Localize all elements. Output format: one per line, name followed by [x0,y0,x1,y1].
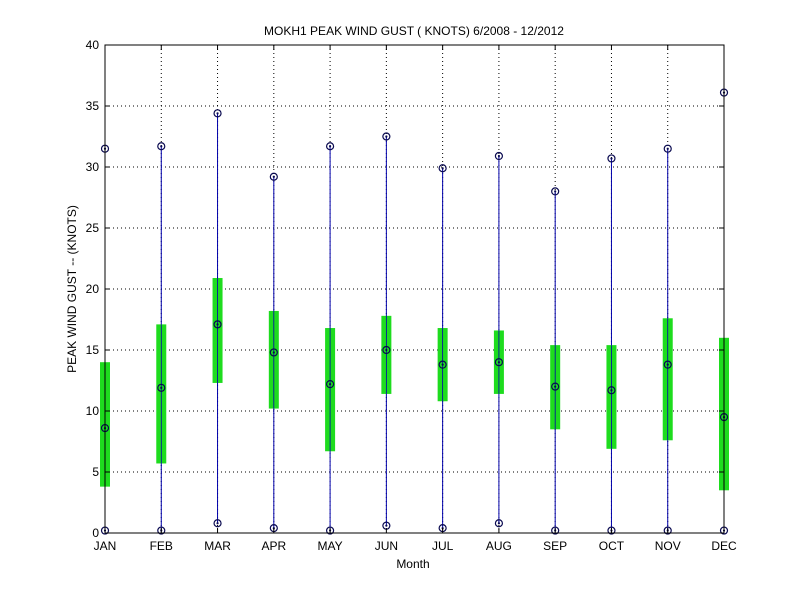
median-marker [551,382,560,391]
min-marker [325,526,335,535]
min-marker [157,526,166,535]
box-nov [662,144,673,535]
max-marker-dot [666,147,669,150]
min-marker-dot [385,524,388,527]
min-marker [607,526,616,535]
max-marker-dot [610,157,613,160]
box-feb [156,142,167,535]
max-marker [551,187,560,196]
x-tick-label: JUL [432,539,454,553]
max-marker-dot [272,175,275,178]
max-marker-dot [328,145,332,148]
median-marker [494,358,504,367]
chart-title: MOKH1 PEAK WIND GUST ( KNOTS) 6/2008 - 1… [264,24,564,38]
median-marker-dot [554,385,557,388]
max-marker [157,142,166,151]
x-tick-label: MAY [318,539,343,553]
median-marker-dot [216,323,219,326]
box-jul [437,164,448,533]
median-marker [325,380,335,389]
y-tick-label: 30 [86,160,100,174]
x-tick-label: AUG [486,539,512,553]
min-marker [551,526,560,535]
max-marker-dot [497,154,501,158]
x-tick-label: JAN [94,539,117,553]
median-marker-dot [160,386,163,389]
median-marker-dot [666,363,669,366]
median-marker [382,345,391,355]
max-marker-dot [441,167,444,170]
median-marker-dot [497,361,501,364]
median-marker [157,383,166,392]
y-tick-label: 10 [86,404,100,418]
median-marker [438,360,447,369]
median-marker-dot [328,383,332,386]
x-tick-label: NOV [655,539,681,553]
y-tick-label: 20 [86,282,100,296]
x-tick-label: DEC [711,539,737,553]
median-marker [213,320,222,329]
y-tick-label: 5 [92,465,99,479]
y-tick-label: 35 [86,99,100,113]
median-marker-dot [385,348,388,352]
box-aug [493,151,504,528]
x-tick-label: JUN [375,539,398,553]
y-axis-ticks: 0 5 10 15 20 25 30 35 40 [86,38,724,540]
min-marker [663,526,672,535]
box-jun [381,132,392,530]
min-marker [494,519,504,528]
y-tick-label: 40 [86,38,100,52]
max-marker [269,172,278,181]
max-marker-dot [216,112,219,115]
x-tick-label: MAR [204,539,231,553]
y-tick-label: 15 [86,343,100,357]
y-axis-label: PEAK WIND GUST -- (KNOTS) [65,205,79,373]
x-tick-label: OCT [599,539,625,553]
x-axis-ticks: JAN FEB MAR APR MAY JUN JUL AUG SEP OCT NOV DEC [94,45,737,553]
min-marker-dot [216,522,219,525]
x-axis-label: Month [396,557,429,571]
max-marker-dot [160,145,163,148]
max-marker [382,132,391,141]
max-marker [607,154,616,163]
max-marker [213,109,222,118]
y-tick-label: 0 [92,526,99,540]
median-marker-dot [610,389,613,392]
min-marker [213,519,222,528]
y-tick-label: 25 [86,221,100,235]
box-may [325,142,336,535]
max-marker [438,164,447,173]
median-marker [269,348,278,357]
box-sep [550,187,561,535]
max-marker-dot [385,135,388,138]
max-marker [663,144,672,153]
median-marker-dot [441,363,444,366]
box-oct [606,154,617,535]
median-marker [663,360,672,369]
x-tick-label: FEB [150,539,173,553]
median-marker-dot [272,351,275,354]
x-tick-label: SEP [543,539,567,553]
median-marker [607,386,616,395]
min-marker-dot [497,522,501,525]
max-marker [325,142,335,151]
max-marker-dot [554,190,557,193]
box-mar [212,109,223,528]
max-marker [494,151,504,161]
x-tick-label: APR [261,539,286,553]
